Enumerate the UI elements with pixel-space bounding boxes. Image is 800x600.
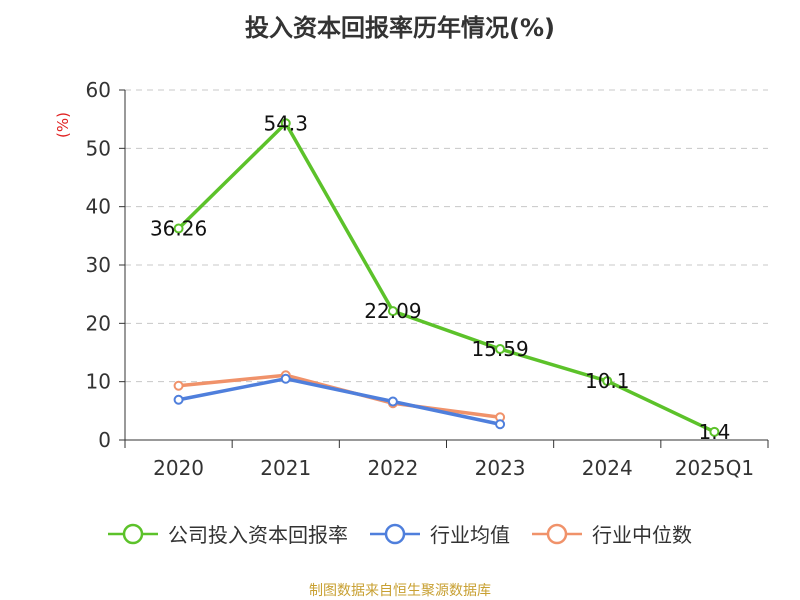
legend-symbol-icon — [108, 523, 158, 544]
chart-title: 投入资本回报率历年情况(%) — [245, 14, 555, 42]
data-point — [495, 419, 506, 430]
data-label: 15.59 — [471, 337, 528, 361]
legend-label: 行业中位数 — [592, 523, 692, 547]
y-tick-label: 30 — [86, 253, 111, 277]
y-axis-label: (%) — [54, 112, 72, 138]
data-point — [709, 426, 720, 437]
data-point — [495, 344, 506, 355]
y-tick-label: 40 — [86, 195, 111, 219]
y-tick-label: 60 — [86, 78, 111, 102]
y-tick-label: 0 — [98, 428, 111, 452]
x-tick-label: 2025Q1 — [675, 456, 754, 480]
data-point — [173, 223, 184, 234]
legend-marker — [546, 523, 568, 544]
legend-label: 行业均值 — [430, 523, 510, 547]
data-point — [387, 306, 398, 317]
data-label: 10.1 — [585, 369, 630, 393]
data-label: 1.4 — [699, 420, 731, 444]
legend-item[interactable]: 行业中位数 — [532, 519, 692, 548]
data-point — [173, 394, 184, 405]
legend-symbol-icon — [532, 523, 582, 544]
legend-item[interactable]: 公司投入资本回报率 — [108, 519, 348, 548]
legend-item[interactable]: 行业均值 — [370, 519, 510, 548]
data-point — [602, 376, 613, 387]
x-tick-label: 2020 — [153, 456, 204, 480]
data-point — [280, 373, 291, 384]
source-note: 制图数据来自恒生聚源数据库 — [309, 583, 491, 599]
series-line — [176, 377, 502, 426]
series-lines — [173, 118, 720, 437]
data-label: 36.26 — [150, 216, 207, 240]
x-tick-label: 2024 — [582, 456, 633, 480]
gridlines — [125, 89, 768, 383]
y-tick-label: 10 — [86, 370, 111, 394]
legend-marker — [384, 523, 406, 544]
series-line — [176, 121, 717, 434]
legend-marker — [122, 523, 144, 544]
x-tick-label: 2023 — [475, 456, 526, 480]
legend-label: 公司投入资本回报率 — [168, 523, 348, 547]
x-tick-label: 2021 — [260, 456, 311, 480]
x-tick-label: 2022 — [367, 456, 418, 480]
data-point — [280, 118, 291, 129]
y-tick-label: 20 — [86, 311, 111, 335]
data-label: 22.09 — [364, 299, 421, 323]
y-tick-label: 50 — [86, 136, 111, 160]
data-label: 54.3 — [263, 111, 308, 135]
legend: 公司投入资本回报率 行业均值 行业中位数 — [0, 519, 800, 548]
data-point — [173, 380, 184, 391]
data-point — [387, 396, 398, 407]
legend-symbol-icon — [370, 523, 420, 544]
data-labels: 36.26 54.3 22.09 15.59 10.1 1.4 — [150, 111, 730, 444]
axes: 0 10 20 30 40 50 60 (%) 2020 2021 2022 2023 2024 2025… — [54, 78, 769, 480]
